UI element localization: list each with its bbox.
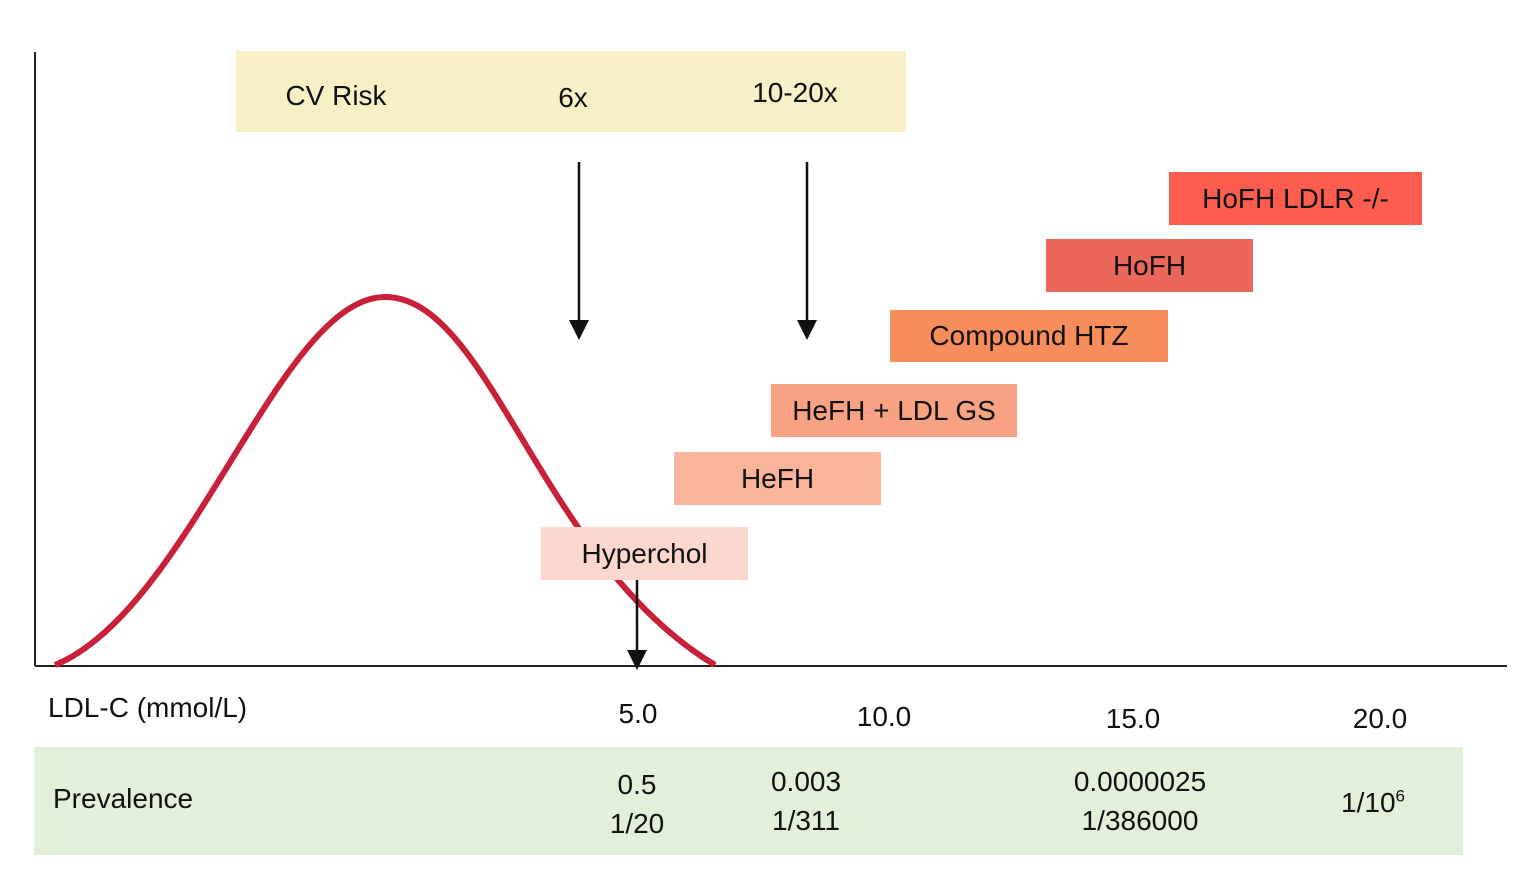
cv-risk-6x: 6x (558, 82, 588, 113)
box-hefh-ldl-gs: HeFH + LDL GS (771, 384, 1017, 437)
prevalence-hofh: 1/106 (1341, 783, 1405, 822)
prevalence-compound: 0.0000025 1/386000 (1074, 762, 1206, 840)
prevalence-hyperchol: 0.5 1/20 (610, 765, 665, 843)
cv-risk-10-20x: 10-20x (752, 77, 838, 108)
prevalence-decimal: 0.003 (770, 766, 842, 797)
prevalence-fraction: 1/311 (771, 805, 840, 837)
prevalence-fraction: 1/386000 (1081, 805, 1199, 837)
tick-15: 15.0 (1105, 703, 1161, 734)
box-compound-htz: Compound HTZ (890, 310, 1168, 362)
box-hofh: HoFH (1046, 239, 1253, 292)
prevalence-base: 1/10 (1341, 787, 1396, 818)
prevalence-hefh: 0.003 1/311 (771, 762, 841, 840)
x-axis-label: LDL-C (mmol/L) (48, 692, 248, 723)
tick-20: 20.0 (1352, 703, 1408, 734)
prevalence-label: Prevalence (53, 783, 194, 814)
tick-5: 5.0 (618, 698, 658, 729)
distribution-curve (53, 293, 717, 668)
prevalence-band (34, 747, 1463, 855)
box-hofh-ldlr: HoFH LDLR -/- (1169, 172, 1422, 225)
cv-risk-banner (236, 51, 906, 132)
box-hefh: HeFH (674, 452, 881, 505)
tick-10: 10.0 (856, 701, 912, 732)
prevalence-decimal: 0.5 (617, 769, 657, 800)
box-hyperchol: Hyperchol (541, 527, 748, 580)
cv-risk-label: CV Risk (285, 80, 387, 111)
prevalence-fraction: 1/20 (609, 808, 665, 840)
prevalence-exponent: 6 (1395, 786, 1405, 806)
prevalence-decimal: 0.0000025 (1073, 766, 1207, 797)
